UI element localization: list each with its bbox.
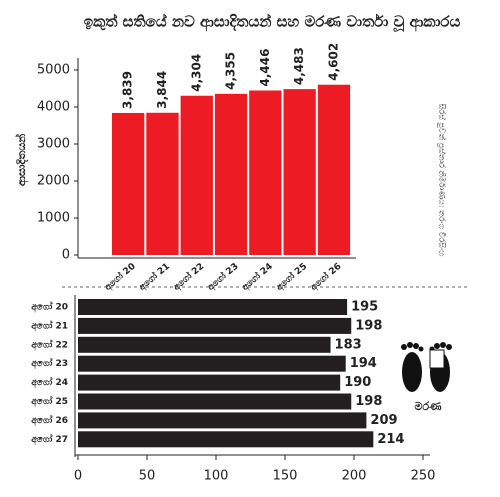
bar — [78, 336, 331, 353]
x-tick-label: අගෝ 21 — [136, 260, 172, 293]
bar — [146, 112, 179, 255]
x-tick-label: අගෝ 26 — [308, 260, 344, 293]
value-label: 4,446 — [258, 49, 272, 87]
y-axis-label: ආසාදිතයන් — [14, 133, 29, 186]
y-tick-label: අගෝ 25 — [31, 395, 68, 407]
x-tick-label: අගෝ 24 — [239, 260, 275, 293]
x-tick-label: 250 — [411, 469, 436, 484]
y-tick-label: අගෝ 21 — [31, 319, 68, 331]
bar — [78, 412, 367, 429]
bar — [78, 431, 374, 448]
x-tick-label: අගෝ 25 — [273, 260, 309, 293]
y-tick-label: 2000 — [37, 174, 70, 189]
y-tick-label: අගෝ 22 — [31, 338, 68, 350]
x-tick-label: 100 — [204, 469, 229, 484]
y-tick-label: අගෝ 24 — [31, 376, 68, 388]
y-tick-label: 0 — [62, 248, 70, 263]
value-label: 209 — [370, 413, 397, 428]
x-tick-label: 150 — [273, 469, 298, 484]
value-label: 214 — [377, 432, 404, 447]
value-label: 198 — [355, 318, 382, 333]
value-label: 183 — [335, 337, 362, 352]
x-tick-label: අගෝ 23 — [205, 260, 241, 293]
y-tick-label: 5000 — [37, 63, 70, 78]
y-tick-label: අගෝ 23 — [31, 357, 68, 369]
value-label: 3,844 — [155, 71, 169, 109]
y-tick-label: 3000 — [37, 137, 70, 152]
value-label: 190 — [344, 375, 371, 390]
value-label: 4,483 — [292, 47, 306, 85]
value-label: 4,304 — [189, 54, 203, 92]
bar — [180, 95, 213, 255]
value-label: 4,355 — [224, 52, 238, 90]
bar — [317, 84, 351, 255]
y-tick-label: අගෝ 26 — [31, 414, 68, 426]
bar — [249, 90, 282, 255]
y-tick-label: අගෝ 20 — [31, 301, 68, 313]
chart-title: ඉකුත් සතියේ නව ආසාදිතයන් සහ මරණ වාර්තා ව… — [84, 12, 461, 32]
deaths-label: මරණ — [415, 400, 443, 413]
bar — [112, 112, 145, 255]
value-label: 3,839 — [121, 71, 135, 109]
bar — [283, 89, 316, 255]
value-label: 198 — [355, 394, 382, 409]
x-tick-label: අගෝ 22 — [170, 260, 206, 293]
x-tick-label: 0 — [74, 469, 82, 484]
x-tick-label: 50 — [139, 469, 156, 484]
y-tick-label: අගෝ 27 — [31, 433, 68, 445]
bar — [78, 393, 352, 410]
value-label: 4,602 — [326, 43, 340, 81]
value-label: 194 — [350, 356, 377, 371]
y-tick-label: 1000 — [37, 211, 70, 226]
x-tick-label: 200 — [342, 469, 367, 484]
credit: සිරස් පුවත් ප්‍රස්තාර නිර්මාණය: තරංග වීර… — [437, 103, 447, 256]
footprints-icon — [401, 342, 452, 392]
bar — [78, 299, 348, 315]
bar — [214, 93, 248, 256]
bar — [78, 317, 352, 334]
bar — [78, 355, 346, 372]
x-tick-label: අගෝ 20 — [102, 260, 138, 293]
bar — [78, 374, 341, 391]
y-tick-label: 4000 — [37, 100, 70, 115]
value-label: 195 — [351, 300, 378, 315]
